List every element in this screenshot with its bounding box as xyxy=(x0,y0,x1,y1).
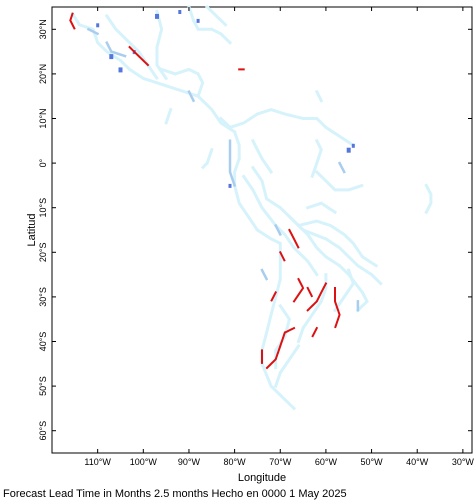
x-axis-title: Longitude xyxy=(238,472,286,484)
light-cell-trail-3 xyxy=(159,67,205,99)
medium-cell-trail-3 xyxy=(187,90,196,103)
red-cell-trail-7 xyxy=(333,287,341,330)
light-cell-trail-16 xyxy=(273,343,301,389)
strong-cell-5 xyxy=(196,18,200,23)
x-tick-label-3: 80°W xyxy=(224,457,247,467)
x-axis-ticks: 110°W 100°W 90°W 80°W 70°W 60°W 50°W 40°W 30°W xyxy=(84,7,474,467)
y-tick-label-8: 50°S xyxy=(38,376,48,396)
x-tick-label-8: 30°W xyxy=(452,457,475,467)
light-cell-trail-19 xyxy=(424,183,433,215)
strong-cell-7 xyxy=(346,147,351,153)
red-cell-trail-2 xyxy=(288,228,300,250)
y-tick-label-1: 20°N xyxy=(38,64,48,84)
y-tick-label-4: 10°S xyxy=(38,198,48,218)
strong-cell-4 xyxy=(178,10,182,14)
light-cell-trail-18 xyxy=(310,138,323,179)
medium-cell-trail-0 xyxy=(105,41,127,58)
light-cell-trail-1 xyxy=(104,13,160,81)
light-cell-trail-21 xyxy=(164,107,173,125)
medium-cell-trail-2 xyxy=(228,139,237,187)
medium-cell-trail-4 xyxy=(260,268,269,281)
y-tick-label-7: 40°S xyxy=(38,332,48,352)
strong-cell-0 xyxy=(109,54,114,60)
y-axis-title: Latitud xyxy=(26,213,38,246)
light-cell-trail-9 xyxy=(250,165,369,313)
medium-probability-layer xyxy=(86,27,360,312)
y-tick-label-3: 0° xyxy=(38,158,48,167)
light-cell-trail-17 xyxy=(314,169,365,192)
strong-cell-6 xyxy=(228,183,232,188)
strong-cell-8 xyxy=(351,143,355,148)
y-axis-ticks: 30°N 20°N 10°N 0° 10°S 20°S 30°S 40°S 50°S 60°S xyxy=(38,19,472,441)
strong-cell-1 xyxy=(118,67,123,73)
y-tick-label-0: 30°N xyxy=(38,19,48,39)
light-cell-trail-4 xyxy=(187,5,233,45)
light-cell-trail-12 xyxy=(305,201,338,215)
x-tick-label-7: 40°W xyxy=(406,457,429,467)
map-frame xyxy=(51,6,473,454)
red-cell-trail-8 xyxy=(269,291,278,303)
medium-cell-trail-1 xyxy=(86,27,100,36)
x-tick-label-1: 100°W xyxy=(130,457,158,467)
y-tick-label-9: 60°S xyxy=(38,421,48,441)
light-cell-trail-8 xyxy=(241,174,319,277)
light-cell-trail-7 xyxy=(250,138,274,175)
x-tick-label-2: 90°W xyxy=(178,457,201,467)
strong-cell-9 xyxy=(96,23,100,28)
red-cell-trail-3 xyxy=(278,250,287,263)
red-cell-trail-5 xyxy=(306,286,314,299)
red-cell-trail-4 xyxy=(292,277,305,303)
light-cell-trail-10 xyxy=(287,214,383,286)
light-cell-trail-13 xyxy=(296,273,328,344)
light-cell-trail-22 xyxy=(314,89,324,103)
x-tick-label-0: 110°W xyxy=(84,457,111,467)
footer-caption: Forecast Lead Time in Months 2.5 months … xyxy=(3,488,347,500)
red-cell-trail-9 xyxy=(265,331,287,370)
x-tick-label-5: 60°W xyxy=(315,457,338,467)
y-tick-label-2: 10°N xyxy=(38,108,48,128)
light-probability-layer xyxy=(70,4,433,411)
y-tick-label-5: 20°S xyxy=(38,242,48,262)
red-cell-trail-1 xyxy=(128,45,150,67)
light-cell-trail-14 xyxy=(332,268,355,313)
light-cell-trail-6 xyxy=(218,108,356,148)
light-cell-trail-0 xyxy=(70,11,297,411)
light-cell-trail-20 xyxy=(200,147,214,170)
light-cell-trail-5 xyxy=(205,4,228,27)
strong-cell-3 xyxy=(155,13,159,19)
red-cell-trail-0 xyxy=(69,12,77,31)
x-tick-label-6: 50°W xyxy=(361,457,384,467)
medium-cell-trail-5 xyxy=(337,161,346,174)
red-cell-trail-11 xyxy=(310,326,319,339)
red-cell-trail-10 xyxy=(283,326,296,334)
light-cell-trail-11 xyxy=(296,219,379,268)
high-probability-layer xyxy=(69,12,341,370)
y-tick-label-6: 30°S xyxy=(38,287,48,307)
red-cell-trail-6 xyxy=(306,282,328,312)
medium-cell-trail-6 xyxy=(274,223,282,237)
x-tick-label-4: 70°W xyxy=(269,457,292,467)
